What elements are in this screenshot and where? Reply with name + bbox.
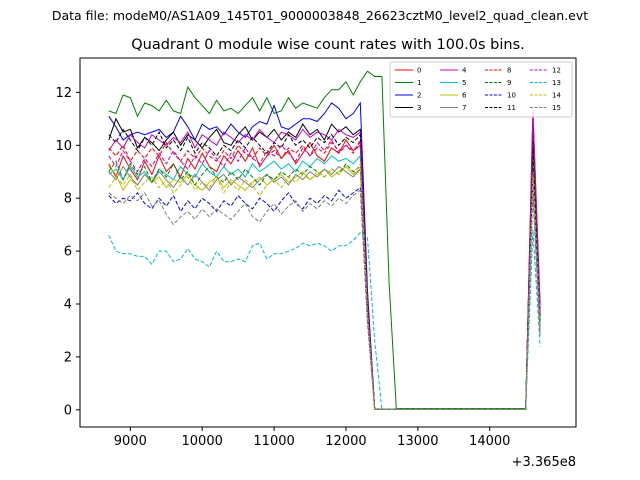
x-tick-label: 11000 <box>253 434 294 449</box>
legend-label-5: 5 <box>462 79 466 87</box>
y-axis: 0 2 4 6 8 10 12 <box>55 86 80 418</box>
x-offset-label: +3.365e8 <box>512 455 576 470</box>
y-tick-label: 10 <box>55 139 72 154</box>
legend-label-4: 4 <box>462 67 467 75</box>
legend-label-12: 12 <box>552 67 561 75</box>
suptitle: Data file: modeM0/AS1A09_145T01_90000038… <box>52 8 588 23</box>
y-tick-label: 6 <box>64 245 72 260</box>
y-tick-label: 8 <box>64 192 72 207</box>
chart-title: Quadrant 0 module wise count rates with … <box>131 37 525 53</box>
plot-frame <box>79 57 577 428</box>
plot-lines <box>108 70 541 410</box>
legend-label-10: 10 <box>507 92 516 100</box>
series-line-15 <box>108 189 541 410</box>
y-tick-label: 0 <box>64 403 72 418</box>
legend-label-11: 11 <box>507 104 516 112</box>
legend-label-9: 9 <box>507 79 511 87</box>
legend-label-0: 0 <box>417 67 421 75</box>
legend-label-1: 1 <box>417 79 421 87</box>
legend-label-14: 14 <box>552 92 561 100</box>
legend-box <box>389 61 573 118</box>
series-line-14 <box>108 162 541 410</box>
x-tick-label: 13000 <box>397 434 438 449</box>
legend-label-2: 2 <box>417 92 421 100</box>
x-tick-label: 10000 <box>182 434 223 449</box>
y-tick-label: 2 <box>64 350 72 365</box>
legend-label-13: 13 <box>552 79 561 87</box>
legend-label-7: 7 <box>462 104 466 112</box>
x-tick-label: 9000 <box>114 434 147 449</box>
legend-label-8: 8 <box>507 67 511 75</box>
legend-label-3: 3 <box>417 104 421 112</box>
series-line-13 <box>108 229 541 410</box>
x-axis: 9000 10000 11000 12000 13000 14000 <box>114 427 510 449</box>
y-tick-label: 4 <box>64 298 72 313</box>
x-tick-label: 14000 <box>469 434 510 449</box>
series-line-11 <box>108 128 541 410</box>
y-tick-label: 12 <box>55 86 72 101</box>
legend-label-6: 6 <box>462 92 467 100</box>
x-tick-label: 12000 <box>325 434 366 449</box>
legend-label-15: 15 <box>552 104 561 112</box>
